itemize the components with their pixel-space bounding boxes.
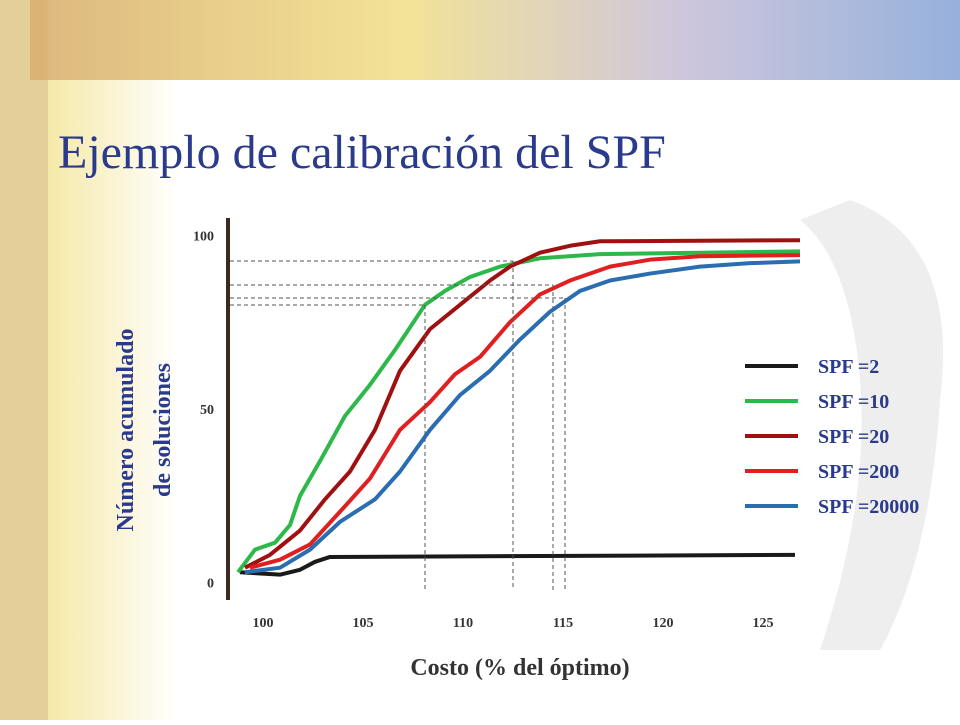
x-tick-label: 100 [253,616,274,631]
y-axis-title: Número acumulado [113,329,139,532]
slide-title: Ejemplo de calibración del SPF [58,126,666,179]
series-line [244,259,801,575]
legend-label: SPF =200 [818,461,899,483]
legend-label: SPF =2 [818,356,879,378]
y-axis-title: de soluciones [150,363,176,497]
reference-lines [230,260,566,590]
x-tick-label: 120 [653,616,674,631]
x-axis-title: Costo (% del óptimo) [410,655,629,681]
x-tick-label: 115 [553,616,573,631]
legend-label: SPF =20000 [818,496,919,518]
plot [236,238,801,577]
left-texture [0,0,48,720]
x-tick-label: 125 [753,616,774,631]
x-tick-label: 105 [353,616,374,631]
series-line [239,552,796,577]
legend-label: SPF =20 [818,426,889,448]
x-tick-label: 110 [453,616,473,631]
left-strip [48,80,178,720]
header-image [30,0,960,80]
series-line [249,253,801,570]
legend-label: SPF =10 [818,391,889,413]
y-tick-label: 0 [207,577,214,592]
y-tick-label: 50 [200,403,214,418]
y-tick-label: 100 [193,229,214,244]
watermark [800,200,944,650]
series-line [236,249,801,574]
series-line [244,238,801,570]
